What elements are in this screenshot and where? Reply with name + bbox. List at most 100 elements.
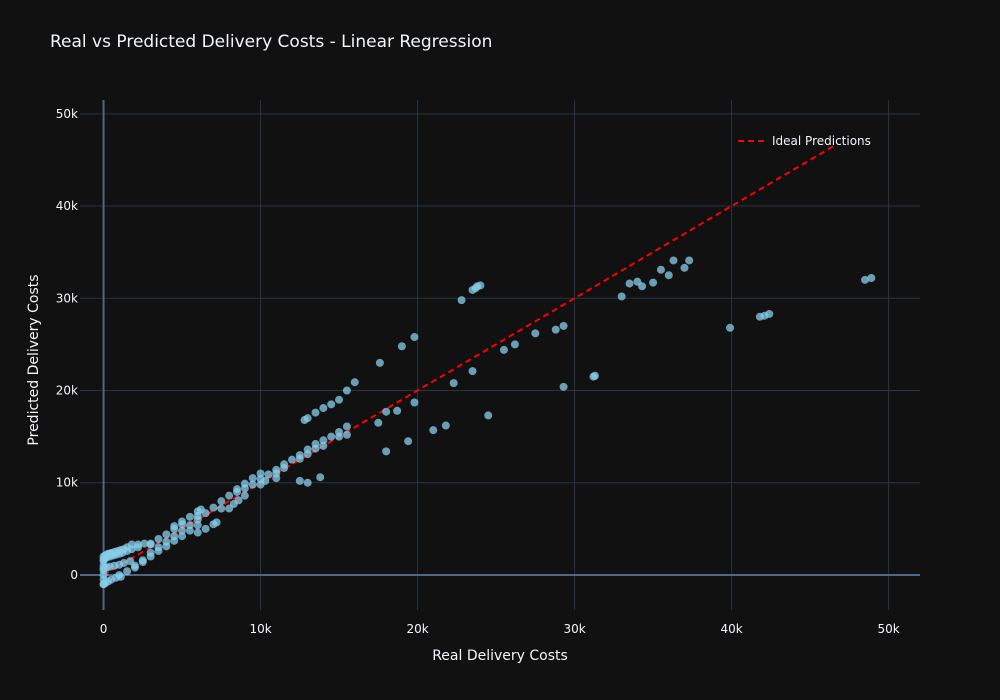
data-point: [178, 532, 187, 541]
x-axis-title: Real Delivery Costs: [432, 648, 568, 664]
data-point: [484, 411, 493, 420]
data-point: [335, 432, 344, 441]
data-point: [664, 271, 673, 280]
data-point: [726, 323, 735, 332]
data-point: [656, 265, 665, 274]
data-point: [410, 333, 419, 342]
data-point: [185, 526, 194, 535]
data-point: [261, 476, 270, 485]
legend-label-ideal: Ideal Predictions: [772, 134, 871, 148]
x-axis-ticks: 0 10k 20k 30k 40k 50k: [100, 622, 900, 636]
data-point: [119, 558, 128, 567]
data-point: [429, 426, 438, 435]
x-tick-label: 20k: [406, 622, 428, 636]
data-point: [248, 474, 257, 483]
data-point: [335, 395, 344, 404]
y-tick-label: 0: [70, 568, 78, 582]
x-tick-label: 30k: [563, 622, 585, 636]
data-point: [178, 526, 187, 535]
data-point: [295, 476, 304, 485]
data-point: [185, 521, 194, 530]
data-point: [311, 408, 320, 417]
data-point: [861, 275, 870, 284]
data-point: [154, 546, 163, 555]
data-point: [468, 367, 477, 376]
data-point: [393, 406, 402, 415]
data-point: [374, 418, 383, 427]
data-point: [375, 358, 384, 367]
data-point: [327, 432, 336, 441]
data-point: [457, 296, 466, 305]
data-point: [217, 504, 226, 513]
data-point: [264, 470, 273, 479]
data-point: [590, 371, 599, 380]
legend[interactable]: Ideal Predictions: [738, 134, 871, 148]
data-point: [617, 292, 626, 301]
data-point: [303, 414, 312, 423]
data-point: [382, 447, 391, 456]
data-point: [240, 484, 249, 493]
data-point: [669, 256, 678, 265]
data-point: [115, 570, 124, 579]
data-point: [319, 441, 328, 450]
data-point: [138, 558, 147, 567]
data-point: [625, 279, 634, 288]
data-point: [303, 478, 312, 487]
data-point: [162, 530, 171, 539]
data-point: [280, 463, 289, 472]
data-point: [327, 400, 336, 409]
data-point: [476, 281, 485, 290]
data-point: [193, 528, 202, 537]
data-point: [123, 567, 132, 576]
data-point: [531, 329, 540, 338]
data-point: [342, 386, 351, 395]
data-point: [342, 430, 351, 439]
ideal-predictions-line: [103, 145, 835, 576]
data-point: [256, 469, 265, 478]
data-point: [397, 342, 406, 351]
data-point: [295, 454, 304, 463]
data-point: [685, 256, 694, 265]
data-point: [649, 278, 658, 287]
data-point: [127, 545, 136, 554]
data-point: [316, 473, 325, 482]
data-point: [510, 340, 519, 349]
data-point: [140, 539, 149, 548]
data-point: [559, 382, 568, 391]
data-point: [193, 521, 202, 530]
data-point: [303, 450, 312, 459]
data-point: [404, 437, 413, 446]
grid-lines: [80, 100, 920, 610]
x-tick-label: 0: [100, 622, 108, 636]
data-point: [233, 487, 242, 496]
data-point: [134, 543, 143, 552]
data-point: [130, 563, 139, 572]
ideal-line-layer: [103, 145, 835, 576]
data-point: [178, 517, 187, 526]
data-point: [212, 518, 221, 527]
data-point: [240, 491, 249, 500]
data-point: [225, 491, 234, 500]
y-tick-label: 50k: [56, 107, 78, 121]
data-point: [248, 480, 257, 489]
data-point: [154, 534, 163, 543]
zero-lines: [80, 100, 920, 610]
data-point: [209, 503, 218, 512]
data-point: [170, 522, 179, 531]
data-point: [170, 536, 179, 545]
data-point: [146, 552, 155, 561]
data-point: [311, 444, 320, 453]
x-tick-label: 50k: [877, 622, 899, 636]
y-tick-label: 30k: [56, 291, 78, 305]
data-point: [217, 497, 226, 506]
chart-title: Real vs Predicted Delivery Costs - Linea…: [50, 32, 493, 52]
data-point: [441, 421, 450, 430]
data-point: [319, 436, 328, 445]
y-axis-ticks: 0 10k 20k 30k 40k 50k: [56, 107, 78, 582]
data-point: [499, 345, 508, 354]
data-point: [146, 540, 155, 549]
data-point: [449, 379, 458, 388]
y-tick-label: 40k: [56, 199, 78, 213]
data-point: [196, 505, 205, 514]
